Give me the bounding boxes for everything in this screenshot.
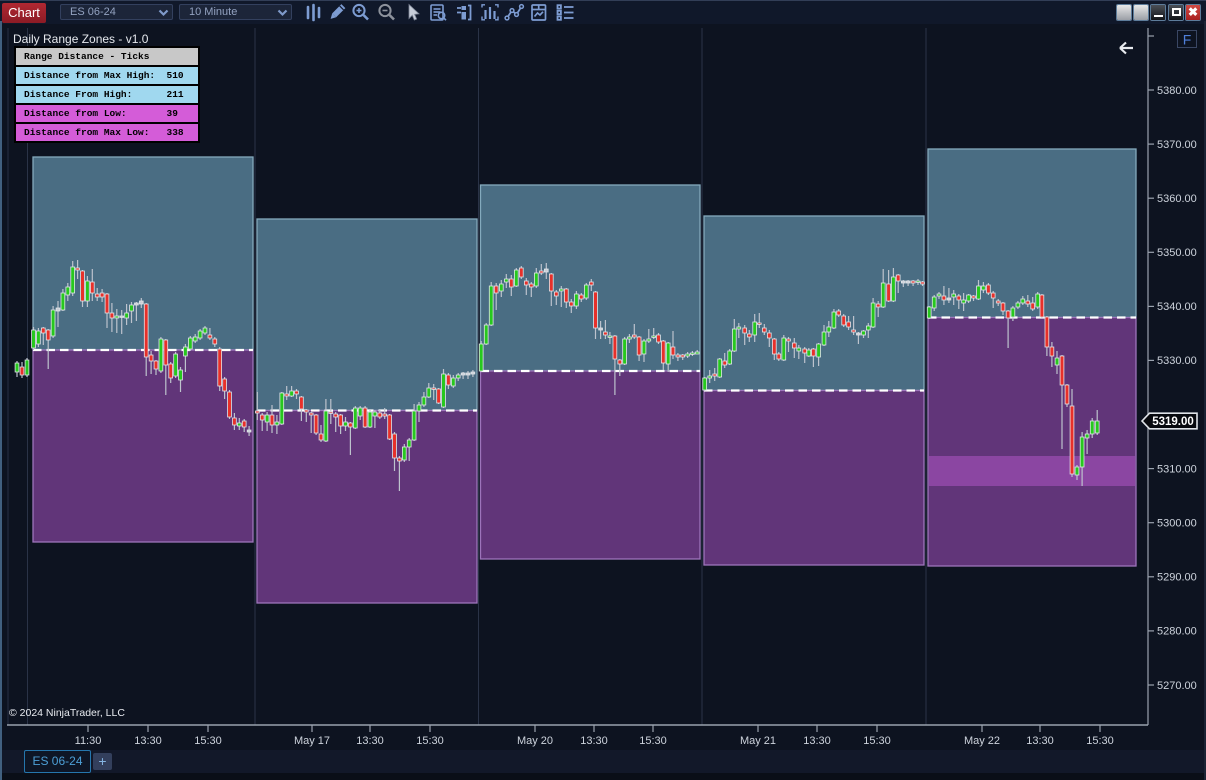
svg-text:13:30: 13:30 bbox=[803, 735, 831, 747]
svg-text:15:30: 15:30 bbox=[416, 735, 444, 747]
svg-text:13:30: 13:30 bbox=[356, 735, 384, 747]
svg-text:5370.00: 5370.00 bbox=[1157, 139, 1197, 151]
svg-text:13:30: 13:30 bbox=[134, 735, 162, 747]
svg-text:5380.00: 5380.00 bbox=[1157, 85, 1197, 97]
svg-text:5330.00: 5330.00 bbox=[1157, 355, 1197, 367]
svg-text:May 21: May 21 bbox=[740, 735, 776, 747]
svg-text:13:30: 13:30 bbox=[580, 735, 608, 747]
svg-text:5360.00: 5360.00 bbox=[1157, 193, 1197, 205]
svg-text:5270.00: 5270.00 bbox=[1157, 680, 1197, 692]
svg-text:5350.00: 5350.00 bbox=[1157, 247, 1197, 259]
svg-text:5340.00: 5340.00 bbox=[1157, 301, 1197, 313]
svg-text:15:30: 15:30 bbox=[194, 735, 222, 747]
svg-text:15:30: 15:30 bbox=[1086, 735, 1114, 747]
svg-text:15:30: 15:30 bbox=[863, 735, 891, 747]
svg-text:5290.00: 5290.00 bbox=[1157, 572, 1197, 584]
svg-text:May 20: May 20 bbox=[517, 735, 553, 747]
svg-text:5319.00: 5319.00 bbox=[1152, 416, 1194, 428]
svg-text:© 2024 NinjaTrader, LLC: © 2024 NinjaTrader, LLC bbox=[9, 707, 125, 719]
svg-text:11:30: 11:30 bbox=[75, 735, 102, 747]
svg-text:F: F bbox=[1183, 32, 1192, 48]
svg-text:13:30: 13:30 bbox=[1026, 735, 1054, 747]
svg-text:May 22: May 22 bbox=[964, 735, 1000, 747]
svg-text:May 17: May 17 bbox=[294, 735, 330, 747]
svg-text:5310.00: 5310.00 bbox=[1157, 463, 1197, 475]
svg-text:5300.00: 5300.00 bbox=[1157, 518, 1197, 530]
svg-text:15:30: 15:30 bbox=[639, 735, 667, 747]
svg-text:5280.00: 5280.00 bbox=[1157, 626, 1197, 638]
